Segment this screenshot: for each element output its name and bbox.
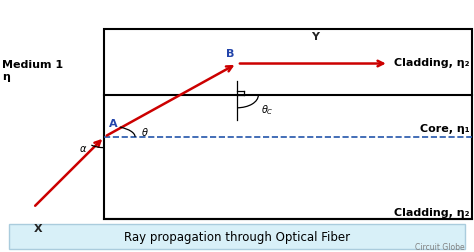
- Text: Core, η₁: Core, η₁: [419, 123, 469, 134]
- Text: X: X: [34, 223, 42, 233]
- Text: $\theta$: $\theta$: [141, 125, 148, 137]
- Text: Y: Y: [311, 32, 319, 42]
- Text: Medium 1
η: Medium 1 η: [2, 60, 64, 81]
- Text: Cladding, η₂: Cladding, η₂: [394, 207, 469, 217]
- Text: A: A: [109, 118, 118, 129]
- Text: Circuit Globe: Circuit Globe: [415, 242, 465, 251]
- Text: $\theta_C$: $\theta_C$: [262, 103, 274, 116]
- Text: $\alpha$: $\alpha$: [79, 144, 87, 154]
- Text: Ray propagation through Optical Fiber: Ray propagation through Optical Fiber: [124, 230, 350, 243]
- Text: Cladding, η₂: Cladding, η₂: [394, 58, 469, 68]
- Text: B: B: [226, 49, 235, 59]
- Bar: [9, 224, 465, 249]
- Bar: [104, 30, 472, 219]
